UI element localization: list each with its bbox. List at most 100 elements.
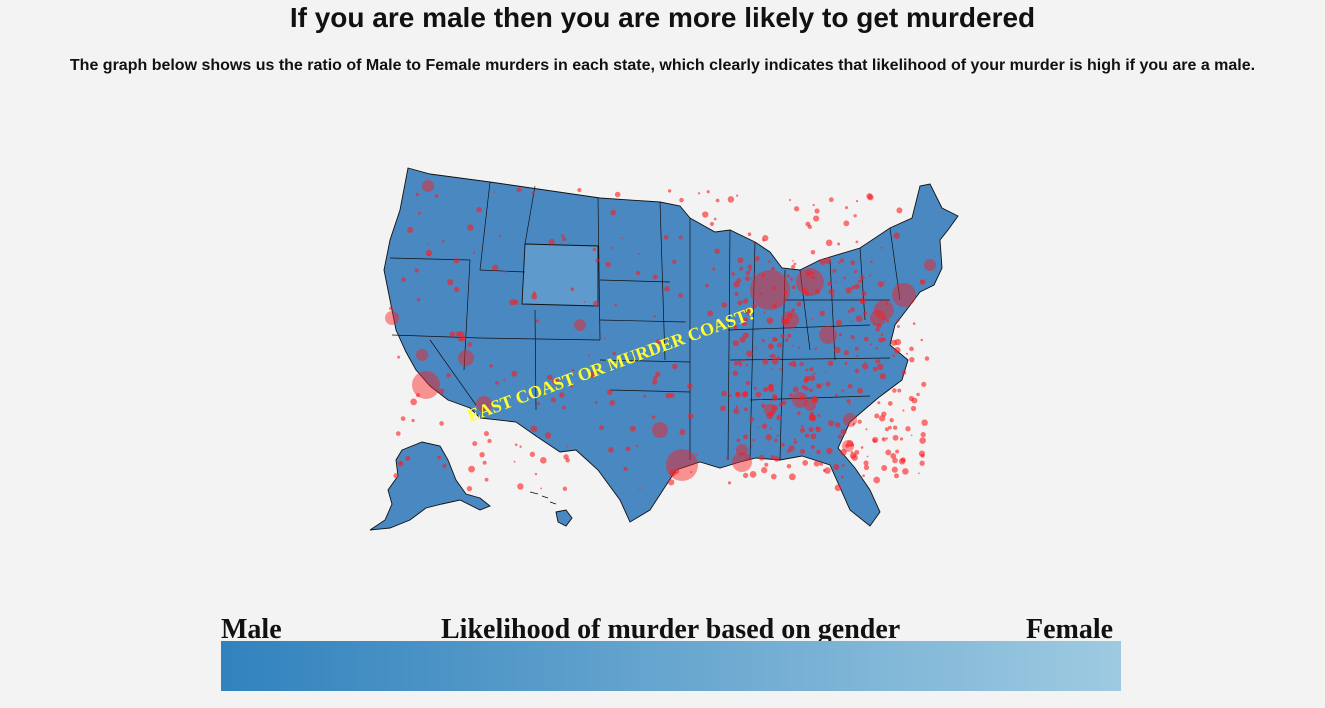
murder-bubble <box>814 288 821 294</box>
murder-bubbles <box>385 180 936 492</box>
murder-bubble <box>896 324 900 329</box>
murder-bubble <box>571 368 575 372</box>
murder-bubble <box>532 291 537 296</box>
murder-bubble <box>746 350 753 357</box>
murder-bubble <box>592 247 597 252</box>
murder-bubble <box>901 370 907 375</box>
murder-bubble <box>438 388 445 395</box>
murder-bubble <box>885 302 888 305</box>
murder-bubble <box>587 354 590 357</box>
murder-bubble <box>476 396 492 412</box>
murder-bubble <box>793 262 797 266</box>
murder-bubble <box>605 261 611 268</box>
murder-bubble <box>834 346 841 354</box>
murder-bubble <box>638 487 641 490</box>
murder-bubble <box>893 232 900 239</box>
murder-bubble <box>919 279 926 286</box>
murder-bubble <box>825 239 833 247</box>
murder-bubble <box>561 234 565 238</box>
murder-bubble <box>791 264 796 269</box>
murder-bubble <box>534 472 538 476</box>
murder-bubble <box>668 479 675 486</box>
murder-bubble <box>766 317 774 324</box>
murder-bubble <box>530 425 538 433</box>
murder-bubble <box>780 333 785 339</box>
murder-bubble <box>414 268 419 273</box>
murder-bubble <box>778 402 784 407</box>
murder-bubble <box>850 443 854 447</box>
murder-bubble <box>828 288 835 295</box>
murder-bubble <box>749 416 755 422</box>
murder-bubble <box>442 463 447 468</box>
murder-bubble <box>434 194 439 198</box>
state-hawaii-islands[interactable] <box>529 491 557 505</box>
murder-bubble <box>834 484 842 492</box>
murder-bubble <box>773 456 780 462</box>
murder-bubble <box>489 364 493 368</box>
murder-bubble <box>789 393 794 398</box>
murder-bubble <box>809 367 814 372</box>
murder-bubble <box>712 267 716 271</box>
murder-bubble <box>412 371 440 399</box>
murder-bubble <box>559 392 565 398</box>
murder-bubble <box>736 449 739 451</box>
murder-bubble <box>771 266 776 271</box>
murder-bubble <box>827 360 834 367</box>
murder-bubble <box>570 287 575 291</box>
murder-bubble <box>503 378 506 381</box>
murder-bubble <box>905 352 908 355</box>
murder-bubble <box>810 275 814 280</box>
murder-bubble <box>629 425 636 432</box>
us-murder-map[interactable]: EAST COAST OR MURDER COAST? <box>330 160 970 540</box>
murder-bubble <box>819 310 826 317</box>
murder-bubble <box>652 274 658 280</box>
page-title: If you are male then you are more likely… <box>289 2 1036 33</box>
murder-bubble <box>427 253 431 257</box>
murder-bubble <box>476 206 482 213</box>
murder-bubble <box>742 298 749 304</box>
murder-bubble <box>736 278 742 284</box>
murder-bubble <box>799 361 804 367</box>
murder-bubble <box>810 444 815 450</box>
murder-bubble <box>790 360 797 367</box>
murder-bubble <box>763 311 766 314</box>
murder-bubble <box>846 399 851 404</box>
murder-bubble <box>921 381 927 387</box>
murder-bubble <box>911 397 918 404</box>
state-alaska[interactable] <box>369 441 491 531</box>
murder-bubble <box>863 464 870 471</box>
murder-bubble <box>672 363 678 370</box>
murder-bubble <box>652 379 658 385</box>
murder-bubble <box>743 317 749 323</box>
murder-bubble <box>772 286 776 290</box>
murder-bubble <box>892 283 916 307</box>
murder-bubble <box>840 428 847 435</box>
murder-bubble <box>494 380 499 385</box>
murder-bubble <box>874 309 878 312</box>
murder-bubble <box>893 346 901 354</box>
murder-bubble <box>608 447 614 453</box>
murder-bubble <box>744 322 748 326</box>
murder-bubble <box>813 460 820 467</box>
state-hawaii[interactable] <box>555 509 573 527</box>
murder-bubble <box>834 422 841 428</box>
murder-bubble <box>655 338 662 345</box>
state-wyoming[interactable] <box>521 243 599 307</box>
murder-bubble <box>535 319 540 323</box>
murder-bubble <box>881 437 887 442</box>
murder-bubble <box>842 440 854 452</box>
murder-bubble <box>920 432 926 438</box>
murder-bubble <box>653 375 658 380</box>
murder-bubble <box>859 297 867 305</box>
murder-bubble <box>865 428 868 431</box>
murder-bubble <box>786 463 792 469</box>
murder-bubble <box>834 393 838 397</box>
murder-bubble <box>810 249 816 255</box>
murder-bubble <box>835 319 842 326</box>
murder-bubble <box>909 356 915 363</box>
murder-bubble <box>385 311 399 325</box>
murder-bubble <box>873 476 881 484</box>
murder-bubble <box>841 389 845 392</box>
murder-bubble <box>737 360 742 365</box>
murder-bubble <box>393 473 399 479</box>
